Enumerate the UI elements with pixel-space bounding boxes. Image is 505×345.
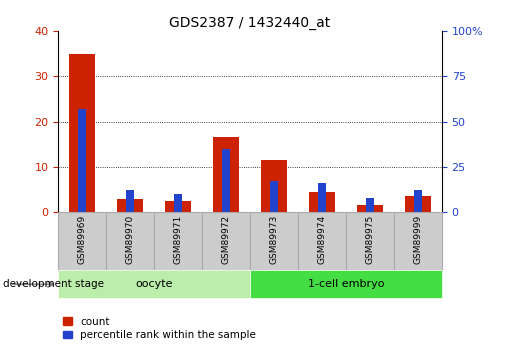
Text: GSM89974: GSM89974 bbox=[318, 215, 326, 264]
Text: GSM89969: GSM89969 bbox=[78, 215, 86, 264]
Bar bbox=[250, 212, 298, 271]
Bar bbox=[270, 181, 278, 212]
Bar bbox=[106, 212, 154, 271]
Title: GDS2387 / 1432440_at: GDS2387 / 1432440_at bbox=[169, 16, 331, 30]
Bar bbox=[357, 205, 383, 212]
Bar bbox=[165, 201, 191, 212]
Bar bbox=[261, 160, 287, 212]
Text: GSM89973: GSM89973 bbox=[270, 215, 278, 264]
Bar bbox=[213, 137, 239, 212]
Bar bbox=[318, 183, 326, 212]
Bar bbox=[154, 212, 202, 271]
Bar bbox=[69, 54, 95, 212]
Text: 1-cell embryo: 1-cell embryo bbox=[308, 279, 384, 289]
Text: GSM89970: GSM89970 bbox=[126, 215, 134, 264]
Bar bbox=[405, 196, 431, 212]
Bar bbox=[309, 192, 335, 212]
Bar bbox=[174, 194, 182, 212]
Bar bbox=[117, 199, 143, 212]
Text: GSM89971: GSM89971 bbox=[174, 215, 182, 264]
Bar bbox=[414, 190, 422, 212]
Text: GSM89972: GSM89972 bbox=[222, 215, 230, 264]
Text: GSM89975: GSM89975 bbox=[366, 215, 374, 264]
Bar bbox=[250, 270, 442, 298]
Text: oocyte: oocyte bbox=[135, 279, 173, 289]
Bar bbox=[298, 212, 346, 271]
Text: development stage: development stage bbox=[3, 279, 104, 289]
Bar bbox=[202, 212, 250, 271]
Bar bbox=[126, 190, 134, 212]
Bar bbox=[58, 270, 250, 298]
Text: GSM89999: GSM89999 bbox=[414, 215, 422, 264]
Legend: count, percentile rank within the sample: count, percentile rank within the sample bbox=[63, 317, 256, 340]
Bar bbox=[222, 149, 230, 212]
Bar bbox=[346, 212, 394, 271]
Bar bbox=[58, 212, 106, 271]
Bar bbox=[394, 212, 442, 271]
Bar bbox=[78, 109, 86, 212]
Bar bbox=[366, 198, 374, 212]
